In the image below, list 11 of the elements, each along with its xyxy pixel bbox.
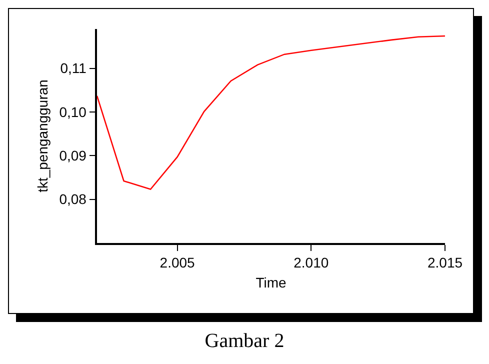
x-tick-label: 2.005 — [160, 254, 196, 271]
x-tick-label: 2.015 — [427, 254, 463, 271]
y-tick-label: 0,10 — [59, 104, 87, 120]
y-tick-label: 0,11 — [60, 60, 87, 76]
x-axis-title: Time — [256, 274, 287, 290]
line-series — [97, 35, 445, 190]
x-tick-label: 2.010 — [294, 254, 329, 271]
y-axis-title: tkt_pengangguran — [34, 80, 50, 192]
text: Gambar 2 — [204, 330, 286, 353]
y-tick-label: 0,09 — [59, 148, 87, 164]
y-tick-label: 0,08 — [59, 191, 87, 208]
